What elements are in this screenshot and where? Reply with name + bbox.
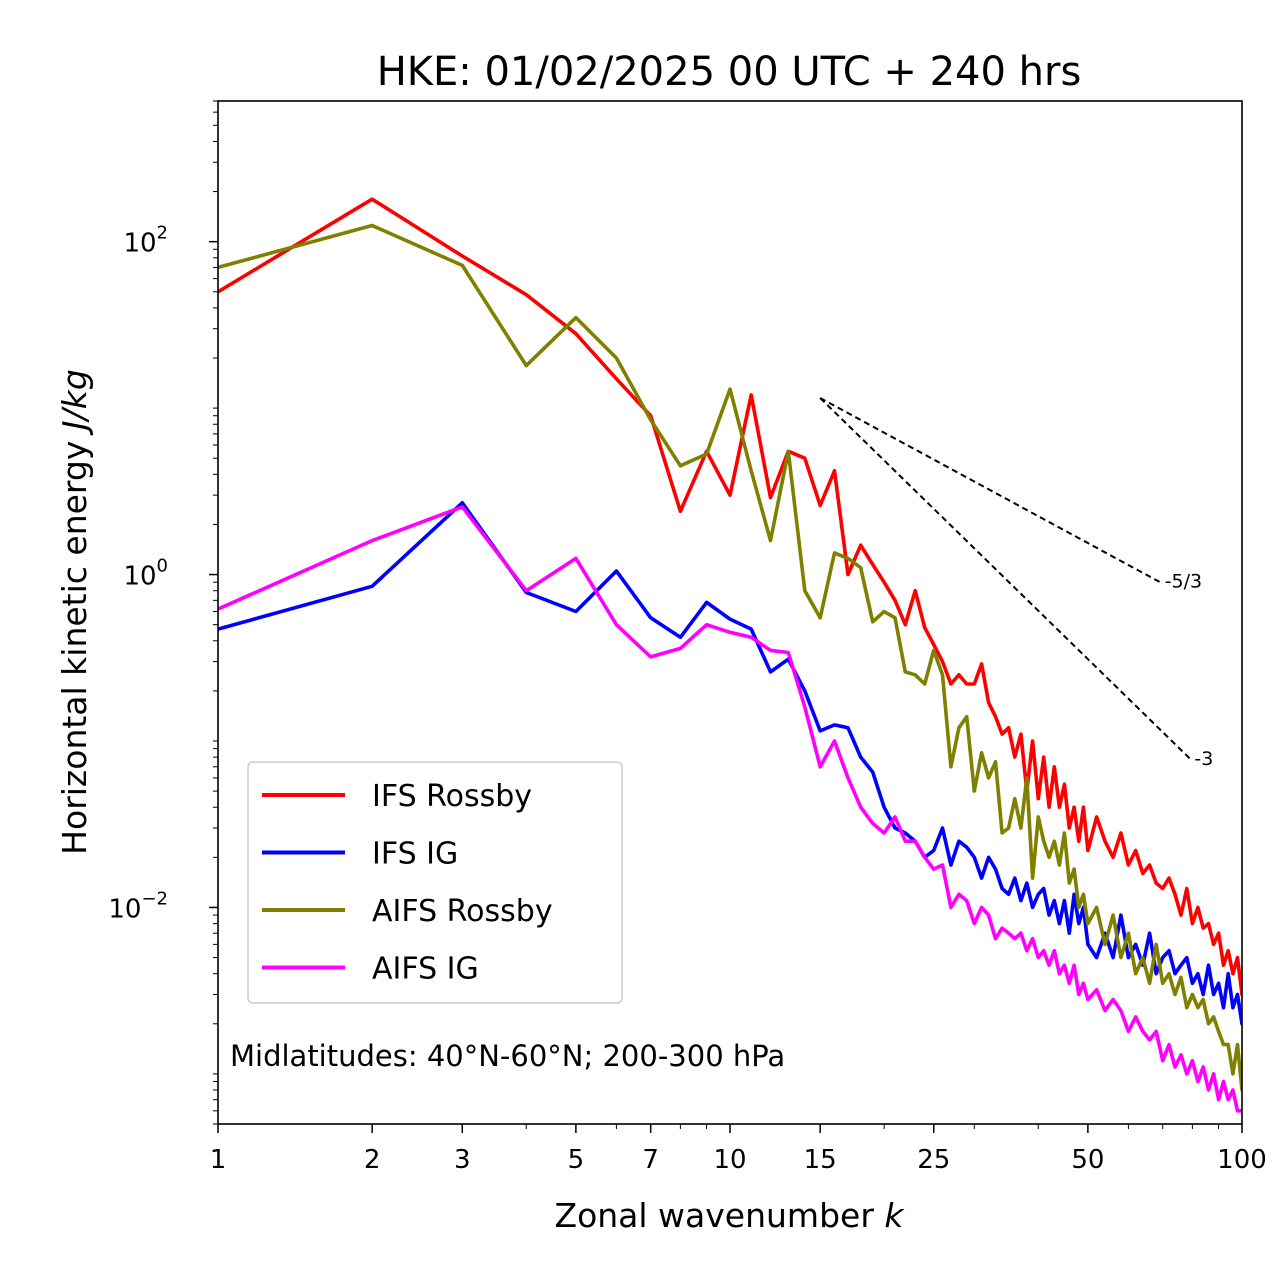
x-tick-label: 3	[454, 1145, 471, 1175]
legend: IFS Rossby IFS IG AIFS Rossby AIFS IG	[247, 761, 623, 1004]
x-tick-label: 25	[917, 1145, 950, 1175]
x-tick-label: 2	[364, 1145, 381, 1175]
x-axis: 1 2 3 5 7 10 15 25 50 100	[210, 1124, 1267, 1175]
legend-label: AIFS IG	[372, 952, 479, 987]
x-axis-label: Zonal wavenumber k	[554, 1196, 905, 1235]
series-line-aifs-ig	[218, 505, 1242, 1113]
x-tick-label: 50	[1071, 1145, 1104, 1175]
chart-title: HKE: 01/02/2025 00 UTC + 240 hrs	[377, 49, 1082, 95]
x-tick-label: 15	[804, 1145, 837, 1175]
x-tick-label: 1	[210, 1145, 227, 1175]
slope-line	[819, 397, 1164, 585]
slope-label: -5/3	[1165, 571, 1202, 593]
x-tick-label: 10	[713, 1145, 746, 1175]
x-tick-label: 100	[1217, 1145, 1267, 1175]
legend-label: IFS IG	[372, 837, 458, 872]
legend-label: AIFS Rossby	[372, 894, 553, 929]
series-layer	[218, 197, 1242, 1113]
series-line-aifs-rossby	[218, 223, 1242, 1092]
y-axis-label: Horizontal kinetic energy J/kg	[55, 369, 94, 855]
x-tick-label: 5	[568, 1145, 585, 1175]
reference-slopes: -5/3 -3	[819, 397, 1213, 770]
region-annotation: Midlatitudes: 40°N-60°N; 200-300 hPa	[230, 1039, 785, 1073]
legend-label: IFS Rossby	[372, 779, 532, 814]
slope-label: -3	[1194, 748, 1213, 770]
legend-box	[247, 761, 623, 1004]
x-tick-label: 7	[642, 1145, 659, 1175]
slope-line	[819, 397, 1194, 762]
plot-frame	[217, 100, 1243, 1125]
